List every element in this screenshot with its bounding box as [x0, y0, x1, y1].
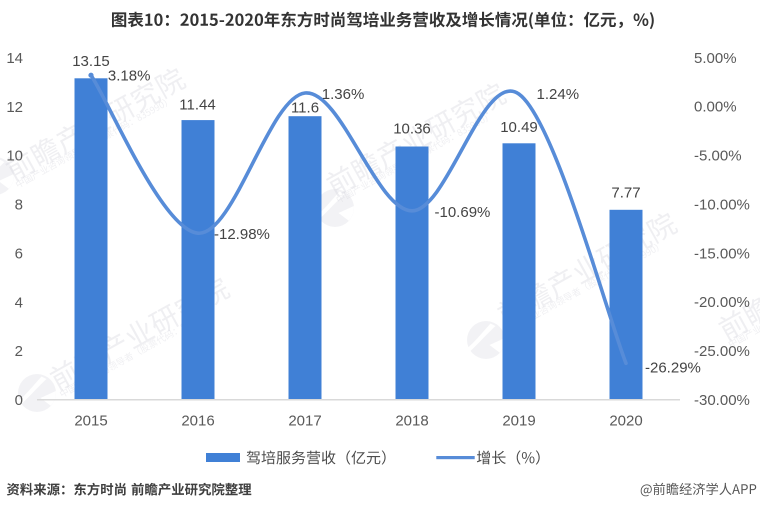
svg-text:10.49: 10.49 — [500, 119, 538, 136]
svg-text:3.18%: 3.18% — [108, 67, 151, 84]
svg-text:13.15: 13.15 — [72, 53, 110, 70]
svg-text:2019: 2019 — [502, 413, 535, 430]
svg-text:8: 8 — [15, 197, 23, 214]
svg-text:7.77: 7.77 — [611, 185, 640, 202]
svg-text:-15.00%: -15.00% — [694, 245, 750, 262]
svg-text:-26.29%: -26.29% — [645, 360, 701, 377]
svg-text:10.36: 10.36 — [393, 121, 431, 138]
svg-text:6: 6 — [15, 245, 23, 262]
svg-text:2015: 2015 — [74, 413, 107, 430]
svg-text:10: 10 — [6, 148, 23, 165]
svg-text:2020: 2020 — [609, 413, 642, 430]
svg-text:5.00%: 5.00% — [694, 50, 737, 67]
svg-text:4: 4 — [15, 294, 23, 311]
svg-text:2: 2 — [15, 343, 23, 360]
svg-text:-25.00%: -25.00% — [694, 343, 750, 360]
svg-text:2018: 2018 — [395, 413, 428, 430]
svg-text:-10.69%: -10.69% — [435, 204, 491, 221]
svg-text:2017: 2017 — [288, 413, 321, 430]
svg-text:0: 0 — [15, 392, 23, 409]
svg-text:-12.98%: -12.98% — [214, 226, 270, 243]
svg-text:2016: 2016 — [181, 413, 214, 430]
svg-text:11.44: 11.44 — [179, 96, 215, 113]
svg-text:1.36%: 1.36% — [322, 86, 365, 103]
svg-text:-5.00%: -5.00% — [694, 148, 742, 165]
svg-text:14: 14 — [6, 50, 23, 67]
svg-text:1.24%: 1.24% — [537, 86, 580, 103]
svg-text:12: 12 — [6, 99, 23, 116]
svg-text:11.6: 11.6 — [291, 99, 319, 116]
svg-text:-10.00%: -10.00% — [694, 196, 750, 213]
svg-text:0.00%: 0.00% — [694, 99, 737, 116]
svg-text:-20.00%: -20.00% — [694, 294, 750, 311]
svg-text:-30.00%: -30.00% — [694, 392, 750, 409]
